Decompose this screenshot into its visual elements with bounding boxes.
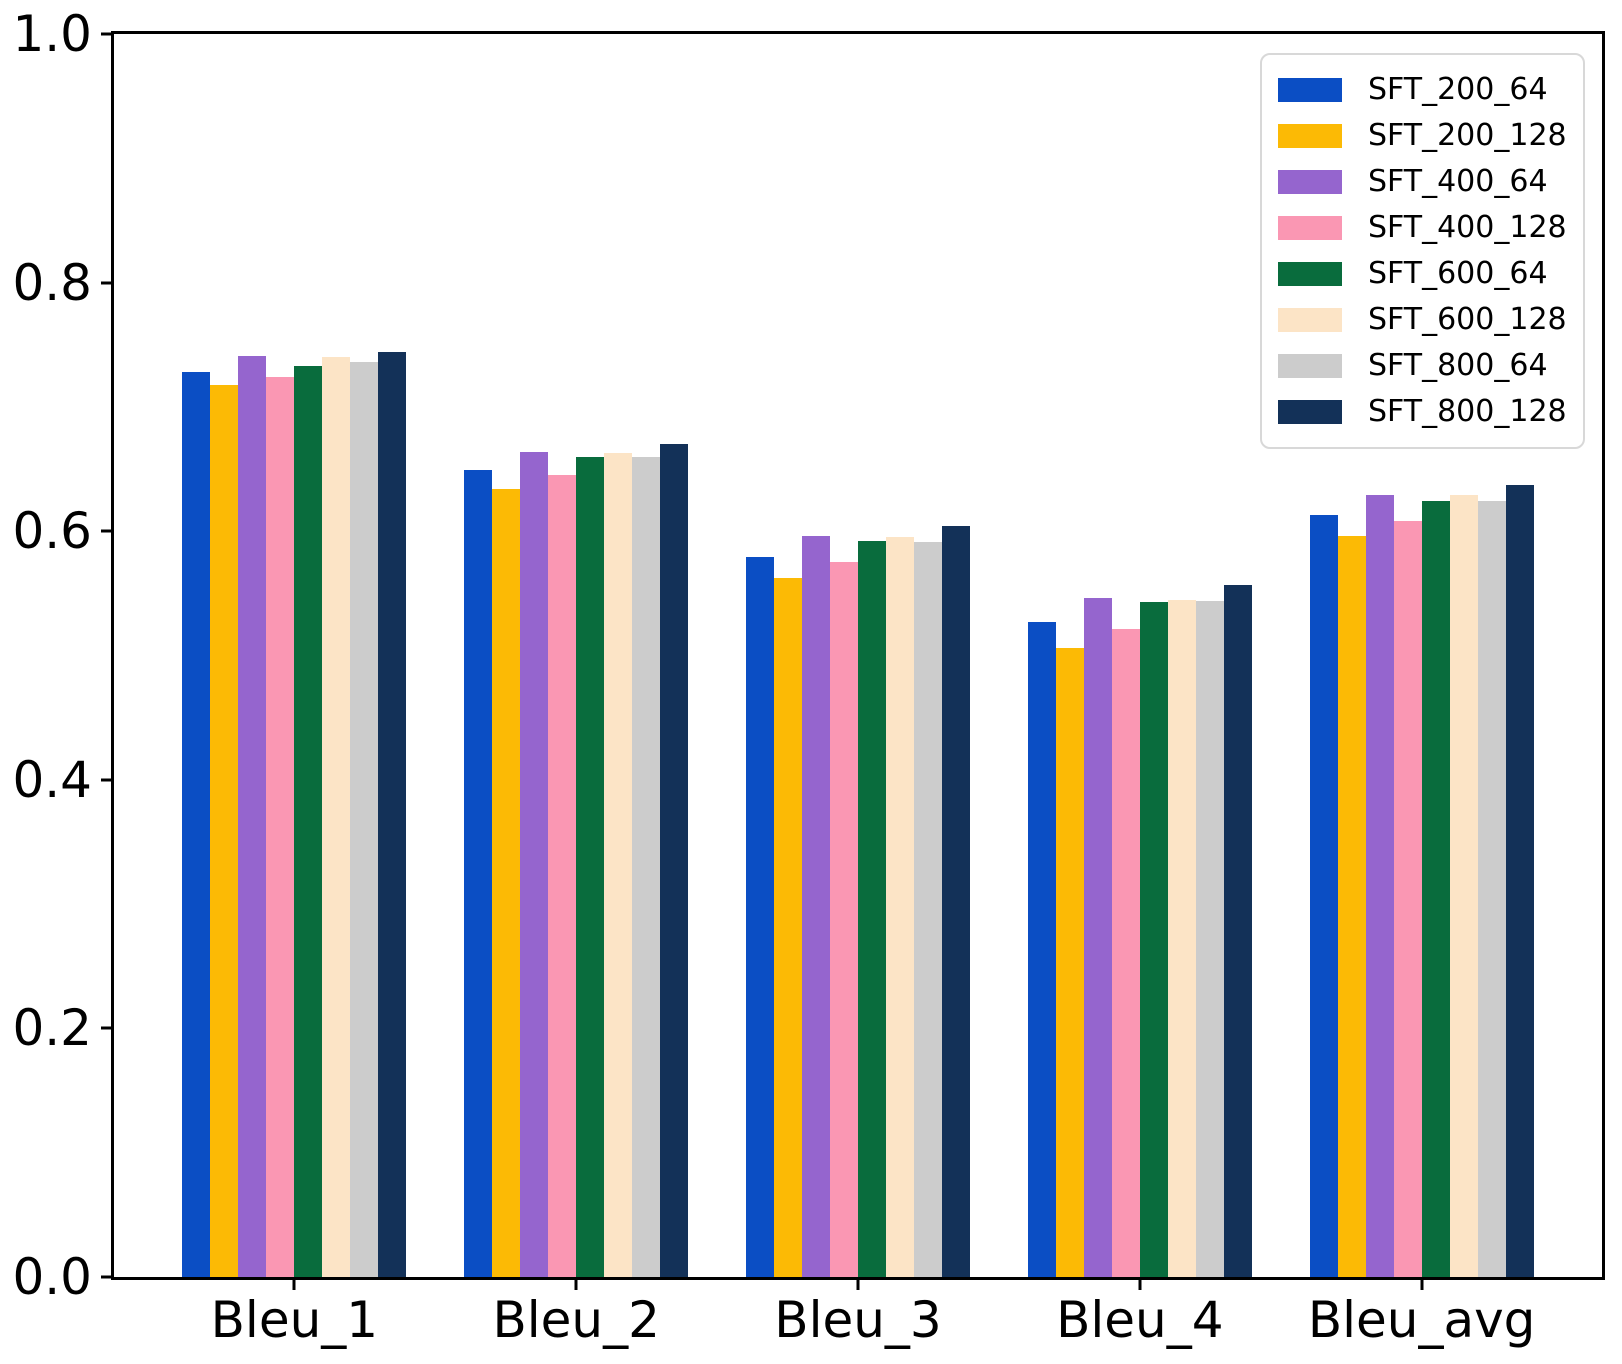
bar-SFT_400_64-Bleu_4 bbox=[1083, 598, 1112, 1277]
bar-SFT_800_128-Bleu_4 bbox=[1223, 584, 1252, 1277]
bar-SFT_400_128-Bleu_1 bbox=[266, 377, 295, 1277]
y-tick-mark-0.6 bbox=[101, 529, 111, 533]
x-tick-label-Bleu_4: Bleu_4 bbox=[1056, 1291, 1224, 1349]
bar-SFT_200_64-Bleu_1 bbox=[182, 372, 211, 1277]
y-tick-label-0.0: 0.0 bbox=[12, 1248, 92, 1306]
bar-SFT_800_64-Bleu_3 bbox=[914, 542, 942, 1277]
bar-group-Bleu_4 bbox=[1027, 34, 1252, 1277]
legend-swatch-SFT_200_64 bbox=[1278, 78, 1342, 102]
bar-SFT_400_64-Bleu_3 bbox=[802, 536, 830, 1277]
bar-SFT_600_64-Bleu_4 bbox=[1139, 602, 1168, 1277]
legend-item-SFT_600_64: SFT_600_64 bbox=[1278, 251, 1573, 297]
bar-SFT_800_64-Bleu_2 bbox=[632, 456, 661, 1277]
legend-swatch-SFT_600_128 bbox=[1278, 308, 1342, 332]
legend-item-SFT_200_64: SFT_200_64 bbox=[1278, 67, 1573, 113]
legend-label-SFT_200_128: SFT_200_128 bbox=[1368, 118, 1567, 153]
x-tick-mark-Bleu_4 bbox=[1138, 1280, 1142, 1290]
legend-label-SFT_600_128: SFT_600_128 bbox=[1368, 302, 1567, 337]
y-tick-label-0.4: 0.4 bbox=[12, 750, 92, 809]
y-tick-mark-0.2 bbox=[101, 1026, 111, 1030]
legend-label-SFT_200_64: SFT_200_64 bbox=[1368, 72, 1548, 107]
x-tick-label-Bleu_2: Bleu_2 bbox=[492, 1291, 660, 1349]
bar-SFT_400_128-Bleu_avg bbox=[1393, 521, 1422, 1277]
bar-SFT_200_128-Bleu_3 bbox=[774, 578, 802, 1277]
y-tick-label-0.2: 0.2 bbox=[12, 999, 92, 1058]
bar-SFT_200_128-Bleu_4 bbox=[1055, 648, 1084, 1277]
legend-swatch-SFT_400_64 bbox=[1278, 170, 1342, 194]
bar-SFT_400_64-Bleu_avg bbox=[1365, 495, 1394, 1277]
legend-swatch-SFT_400_128 bbox=[1278, 216, 1342, 240]
y-tick-mark-1.0 bbox=[101, 32, 111, 36]
x-tick-mark-Bleu_2 bbox=[574, 1280, 578, 1290]
x-tick-label-Bleu_avg: Bleu_avg bbox=[1307, 1291, 1536, 1349]
bar-SFT_400_128-Bleu_3 bbox=[830, 562, 858, 1277]
bar-SFT_600_64-Bleu_avg bbox=[1421, 501, 1450, 1277]
bar-SFT_200_64-Bleu_3 bbox=[746, 557, 774, 1277]
bar-SFT_600_128-Bleu_3 bbox=[886, 537, 914, 1277]
bar-SFT_400_64-Bleu_2 bbox=[520, 451, 549, 1277]
bar-SFT_600_128-Bleu_1 bbox=[322, 357, 351, 1277]
bar-SFT_800_128-Bleu_2 bbox=[660, 444, 689, 1277]
bar-SFT_800_64-Bleu_1 bbox=[350, 362, 379, 1277]
legend-item-SFT_600_128: SFT_600_128 bbox=[1278, 297, 1573, 343]
bar-SFT_800_128-Bleu_3 bbox=[942, 526, 970, 1277]
x-tick-mark-Bleu_avg bbox=[1420, 1280, 1424, 1290]
legend-item-SFT_800_64: SFT_800_64 bbox=[1278, 343, 1573, 389]
bar-SFT_600_64-Bleu_2 bbox=[576, 456, 605, 1277]
bar-SFT_200_64-Bleu_avg bbox=[1309, 515, 1338, 1277]
legend-label-SFT_600_64: SFT_600_64 bbox=[1368, 256, 1548, 291]
bar-SFT_200_64-Bleu_4 bbox=[1027, 621, 1056, 1277]
bar-SFT_200_128-Bleu_2 bbox=[492, 488, 521, 1277]
legend-swatch-SFT_600_64 bbox=[1278, 262, 1342, 286]
y-tick-mark-0.4 bbox=[101, 778, 111, 782]
x-tick-mark-Bleu_3 bbox=[856, 1280, 860, 1290]
x-tick-mark-Bleu_1 bbox=[292, 1280, 296, 1290]
bar-SFT_600_128-Bleu_avg bbox=[1449, 495, 1478, 1277]
y-tick-mark-0.8 bbox=[101, 281, 111, 285]
bar-SFT_800_128-Bleu_avg bbox=[1505, 485, 1534, 1277]
x-tick-label-Bleu_3: Bleu_3 bbox=[774, 1291, 942, 1349]
legend-item-SFT_800_128: SFT_800_128 bbox=[1278, 389, 1573, 435]
bar-SFT_200_128-Bleu_avg bbox=[1337, 536, 1366, 1277]
legend-label-SFT_800_128: SFT_800_128 bbox=[1368, 394, 1567, 429]
y-tick-label-0.6: 0.6 bbox=[12, 502, 92, 561]
bar-group-Bleu_1 bbox=[182, 34, 407, 1277]
bar-SFT_800_128-Bleu_1 bbox=[378, 352, 407, 1277]
bar-group-Bleu_avg bbox=[1309, 34, 1534, 1277]
bar-SFT_600_128-Bleu_2 bbox=[604, 452, 633, 1277]
legend-label-SFT_400_128: SFT_400_128 bbox=[1368, 210, 1567, 245]
legend-label-SFT_400_64: SFT_400_64 bbox=[1368, 164, 1548, 199]
bar-SFT_200_64-Bleu_2 bbox=[464, 470, 493, 1277]
bar-SFT_600_128-Bleu_4 bbox=[1167, 599, 1196, 1277]
y-tick-mark-0.0 bbox=[101, 1275, 111, 1279]
y-tick-label-0.8: 0.8 bbox=[12, 253, 92, 312]
bar-group-Bleu_2 bbox=[464, 34, 689, 1277]
bar-SFT_800_64-Bleu_4 bbox=[1195, 600, 1224, 1277]
y-tick-label-1.0: 1.0 bbox=[12, 5, 92, 63]
legend-label-SFT_800_64: SFT_800_64 bbox=[1368, 348, 1548, 383]
bar-SFT_400_128-Bleu_4 bbox=[1111, 629, 1140, 1277]
legend-item-SFT_400_64: SFT_400_64 bbox=[1278, 159, 1573, 205]
legend-item-SFT_200_128: SFT_200_128 bbox=[1278, 113, 1573, 159]
bar-SFT_600_64-Bleu_3 bbox=[858, 541, 886, 1277]
bar-SFT_600_64-Bleu_1 bbox=[294, 365, 323, 1277]
legend-item-SFT_400_128: SFT_400_128 bbox=[1278, 205, 1573, 251]
bar-SFT_800_64-Bleu_avg bbox=[1477, 501, 1506, 1277]
legend-swatch-SFT_800_64 bbox=[1278, 354, 1342, 378]
bar-group-Bleu_3 bbox=[746, 34, 970, 1277]
legend-swatch-SFT_200_128 bbox=[1278, 124, 1342, 148]
legend: SFT_200_64 SFT_200_128 SFT_400_64 SFT_400_1… bbox=[1260, 53, 1585, 449]
bar-SFT_400_128-Bleu_2 bbox=[548, 475, 577, 1277]
x-tick-label-Bleu_1: Bleu_1 bbox=[210, 1291, 379, 1349]
bar-SFT_200_128-Bleu_1 bbox=[210, 384, 239, 1277]
plot-area: Bleu_1 Bleu_2 Bleu_3 Bleu_4 Bleu_avg 0.0 0.2 0… bbox=[12, 9, 1605, 1345]
legend-swatch-SFT_800_128 bbox=[1278, 400, 1342, 424]
bar-SFT_400_64-Bleu_1 bbox=[238, 355, 267, 1277]
